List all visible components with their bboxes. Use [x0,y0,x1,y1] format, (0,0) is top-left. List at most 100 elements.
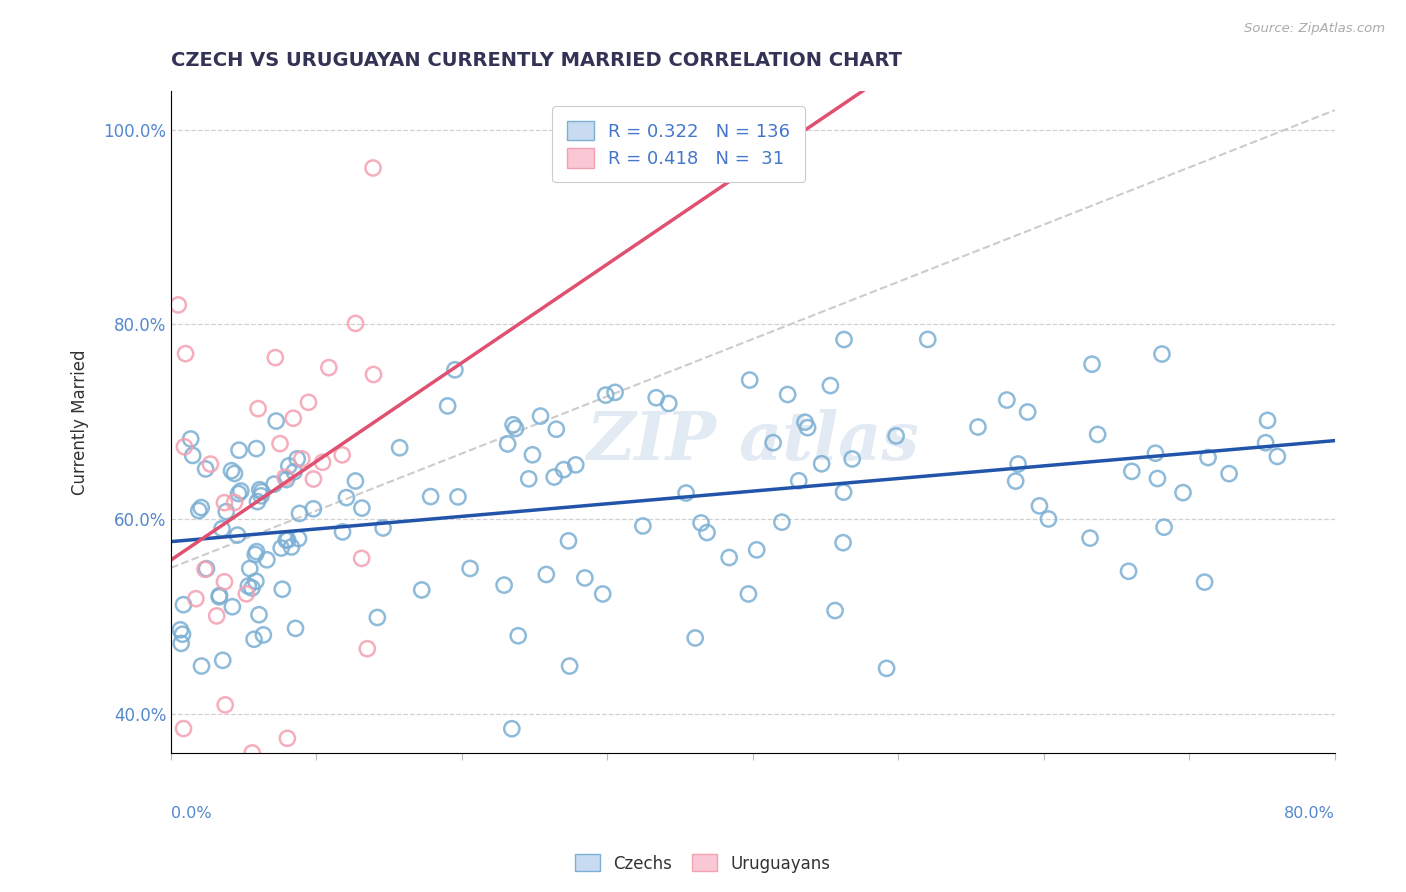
Point [718,550,741,565]
Point [738,373,761,387]
Point [250,484,273,499]
Point [167,298,190,312]
Point [274,470,297,484]
Point [181,449,204,463]
Point [344,317,367,331]
Point [256,553,278,567]
Point [595,388,617,402]
Point [522,448,544,462]
Point [302,501,325,516]
Point [1265,450,1288,464]
Point [302,472,325,486]
Point [832,535,855,549]
Point [658,396,681,410]
Point [366,610,388,624]
Point [574,571,596,585]
Point [841,452,863,467]
Point [411,582,433,597]
Point [810,457,832,471]
Point [529,409,551,423]
Point [215,505,238,519]
Point [1171,485,1194,500]
Point [356,641,378,656]
Point [690,516,713,530]
Point [388,441,411,455]
Point [190,659,212,673]
Point [796,420,818,434]
Point [770,515,793,529]
Point [371,521,394,535]
Point [1081,357,1104,371]
Point [344,474,367,488]
Point [214,698,236,712]
Point [745,542,768,557]
Point [245,574,267,589]
Point [517,472,540,486]
Point [536,567,558,582]
Point [235,587,257,601]
Point [287,532,309,546]
Point [787,474,810,488]
Point [221,464,243,478]
Point [1194,575,1216,590]
Point [288,507,311,521]
Point [283,411,305,425]
Point [173,722,195,736]
Point [683,631,706,645]
Point [226,528,249,542]
Point [174,346,197,360]
Point [564,458,586,472]
Point [224,467,246,481]
Point [592,587,614,601]
Text: 0.0%: 0.0% [172,806,212,822]
Point [277,458,299,473]
Legend: Czechs, Uruguayans: Czechs, Uruguayans [568,847,838,880]
Point [557,533,579,548]
Point [283,465,305,479]
Point [291,451,314,466]
Text: ZIP atlas: ZIP atlas [586,409,920,475]
Point [245,544,267,558]
Point [211,522,233,536]
Point [1218,467,1240,481]
Point [1028,499,1050,513]
Point [214,574,236,589]
Point [247,401,270,416]
Text: 80.0%: 80.0% [1284,806,1334,822]
Point [264,351,287,365]
Point [832,485,855,500]
Point [1078,531,1101,545]
Point [350,551,373,566]
Point [172,627,194,641]
Point [335,491,357,505]
Point [776,387,799,401]
Point [194,562,217,576]
Point [350,501,373,516]
Point [558,659,581,673]
Point [311,455,333,469]
Point [505,421,527,435]
Point [876,661,898,675]
Point [172,598,194,612]
Point [252,628,274,642]
Point [631,519,654,533]
Point [508,629,530,643]
Point [1257,413,1279,427]
Point [494,578,516,592]
Point [363,368,385,382]
Point [1118,564,1140,578]
Point [247,607,270,622]
Point [276,473,298,487]
Point [270,541,292,555]
Point [675,486,697,500]
Point [264,414,287,428]
Point [1087,427,1109,442]
Point [967,420,990,434]
Point [221,599,243,614]
Point [240,581,263,595]
Point [194,462,217,476]
Point [195,562,218,576]
Point [249,483,271,497]
Point [245,442,267,456]
Point [269,436,291,450]
